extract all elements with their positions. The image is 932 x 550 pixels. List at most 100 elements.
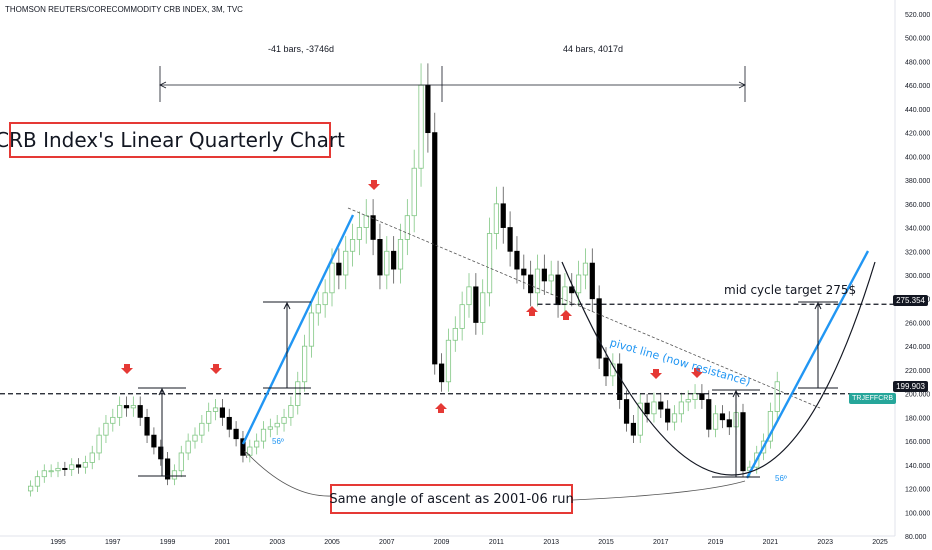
- candle: [363, 215, 369, 228]
- source-label: THOMSON REUTERS/CORECOMMODITY CRB INDEX,…: [5, 5, 243, 14]
- y-tick-label: 140.000: [905, 463, 930, 470]
- candle: [240, 438, 246, 456]
- measure-2003-arrowhead: [283, 301, 291, 310]
- candle: [473, 286, 479, 323]
- candle: [110, 416, 116, 424]
- up-arrow-marker: [435, 403, 447, 413]
- y-tick-label: 520.000: [905, 12, 930, 19]
- candle: [356, 227, 363, 240]
- candle: [671, 413, 678, 423]
- up-arrow-marker: [526, 306, 538, 316]
- candle: [315, 304, 321, 314]
- candle: [774, 381, 780, 412]
- candle: [137, 405, 143, 418]
- candle: [308, 312, 315, 347]
- y-tick-label: 380.000: [905, 178, 930, 185]
- angle-label-2020: 56º: [775, 474, 787, 483]
- candle: [685, 399, 691, 403]
- candle: [432, 132, 438, 365]
- candle: [349, 239, 356, 252]
- candle: [589, 262, 595, 300]
- candle: [521, 268, 527, 276]
- candle: [171, 470, 178, 480]
- x-tick-label: 2017: [653, 539, 669, 546]
- candle: [651, 401, 657, 415]
- candle: [630, 422, 637, 436]
- y-tick-label: 340.000: [905, 226, 930, 233]
- y-tick-label: 240.000: [905, 344, 930, 351]
- y-tick-label: 400.000: [905, 154, 930, 161]
- x-axis: 1995 1997 1999 2001 2003 2005 2007 2009 2011 2013…: [50, 539, 888, 546]
- y-tick-label: 440.000: [905, 107, 930, 114]
- candle: [576, 274, 582, 294]
- span-arrow-right: [738, 81, 746, 89]
- candle: [89, 452, 95, 463]
- y-tick-label: 320.000: [905, 249, 930, 256]
- candle: [301, 345, 308, 383]
- candle: [274, 422, 280, 428]
- candle: [425, 84, 431, 134]
- span-arrow-left: [159, 81, 167, 89]
- x-tick-label: 2007: [379, 539, 395, 546]
- candle: [699, 393, 705, 400]
- y-tick-label: 500.000: [905, 36, 930, 43]
- candle: [254, 440, 260, 448]
- y-tick-label: 360.000: [905, 202, 930, 209]
- candle: [555, 274, 561, 306]
- cup-curve: [561, 261, 876, 476]
- candle: [445, 339, 452, 383]
- candle: [123, 405, 130, 409]
- candle: [500, 203, 506, 228]
- candle: [370, 215, 376, 240]
- candle: [41, 470, 47, 478]
- candle: [267, 426, 273, 430]
- down-arrow-marker: [210, 364, 222, 374]
- y-tick-label: 80.000: [905, 534, 927, 541]
- candle: [69, 464, 75, 470]
- candle: [206, 411, 212, 424]
- candle: [528, 274, 534, 294]
- candle: [144, 416, 150, 436]
- chart-title: CRB Index's Linear Quarterly Chart: [0, 122, 345, 158]
- candle: [459, 304, 465, 329]
- candle: [62, 467, 68, 470]
- x-tick-label: 2013: [543, 539, 559, 546]
- candle: [377, 239, 383, 276]
- note-connector-right: [572, 480, 746, 501]
- target-label: mid cycle target 275$: [724, 283, 857, 297]
- down-arrow-marker: [691, 368, 703, 378]
- candle: [637, 402, 643, 436]
- resistance-price-tag: 199.903: [893, 381, 928, 392]
- x-tick-label: 1995: [50, 539, 66, 546]
- candle: [692, 393, 698, 400]
- candle: [534, 268, 541, 294]
- x-tick-label: 2003: [269, 539, 285, 546]
- candle: [713, 413, 719, 430]
- candle: [596, 298, 602, 359]
- annotations: [0, 66, 895, 501]
- candle: [96, 434, 102, 454]
- candle: [185, 440, 191, 454]
- candle: [34, 476, 41, 487]
- candle: [281, 416, 287, 424]
- down-arrow-marker: [121, 364, 133, 374]
- candle: [603, 357, 609, 377]
- trendline-2001-06: [241, 214, 355, 445]
- candle: [27, 485, 34, 492]
- angle-label-2001: 56º: [272, 437, 284, 446]
- symbol-tag: TRJEFFCRB: [849, 393, 896, 404]
- candle: [178, 452, 184, 472]
- candle: [486, 233, 493, 294]
- candle: [767, 411, 774, 442]
- y-tick-label: 480.000: [905, 59, 930, 66]
- x-tick-label: 2015: [598, 539, 614, 546]
- x-tick-label: 1997: [105, 539, 121, 546]
- candle: [48, 470, 54, 473]
- candle: [665, 408, 671, 423]
- y-tick-label: 300.000: [905, 273, 930, 280]
- measure-1998-arrowhead: [158, 387, 166, 396]
- candle: [438, 363, 445, 383]
- candle: [343, 250, 349, 276]
- candle: [623, 399, 630, 424]
